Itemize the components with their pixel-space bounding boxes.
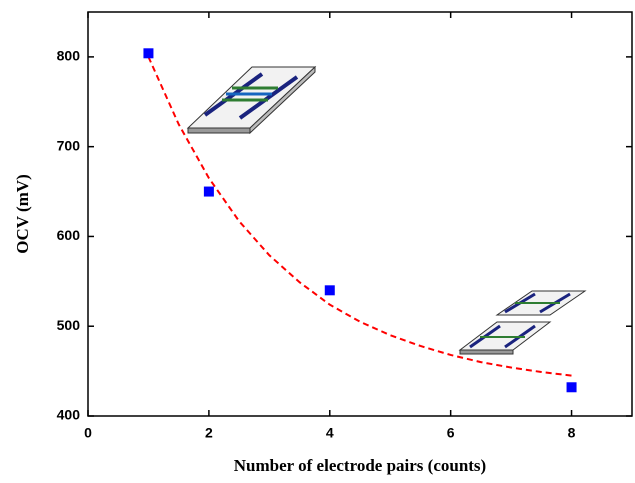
data-point xyxy=(143,48,153,58)
y-tick-label: 700 xyxy=(57,137,81,153)
y-tick-label: 400 xyxy=(57,407,81,423)
y-tick-label: 800 xyxy=(57,48,81,64)
x-tick-label: 6 xyxy=(447,425,455,441)
x-tick-label: 2 xyxy=(205,425,213,441)
chart: Number of electrode pairs (counts) OCV (… xyxy=(0,0,635,483)
data-point xyxy=(567,382,577,392)
plot-frame xyxy=(88,12,632,416)
x-tick-label: 4 xyxy=(326,425,334,441)
device-icon-stacked xyxy=(460,291,585,354)
y-axis-title: OCV (mV) xyxy=(13,174,32,253)
x-axis-title: Number of electrode pairs (counts) xyxy=(234,456,486,475)
device-icon xyxy=(188,67,315,133)
data-point xyxy=(325,285,335,295)
y-tick-label: 500 xyxy=(57,317,81,333)
x-tick-label: 0 xyxy=(84,425,92,441)
y-tick-label: 600 xyxy=(57,227,81,243)
x-tick-label: 8 xyxy=(568,425,576,441)
data-point xyxy=(204,187,214,197)
